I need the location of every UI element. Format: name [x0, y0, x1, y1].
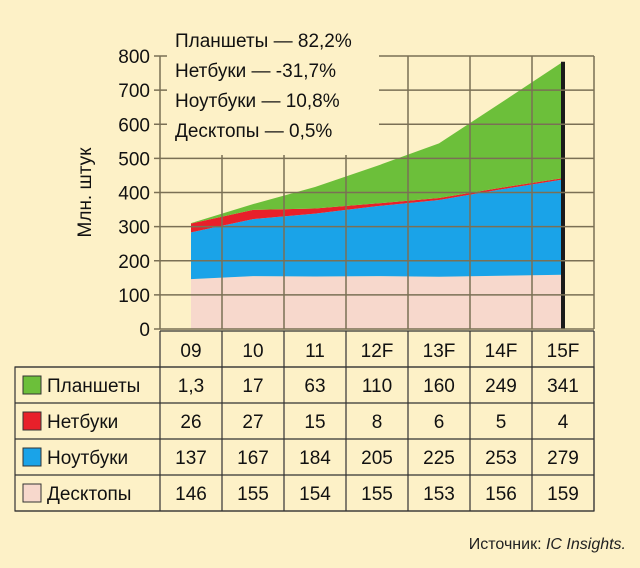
table-cell: 249: [485, 376, 517, 397]
area-3: [191, 178, 563, 233]
y-tick-label: 600: [118, 115, 150, 136]
source-prefix: Источник:: [468, 536, 546, 553]
x-category-label: 11: [305, 341, 325, 362]
table-cell: 26: [180, 412, 201, 433]
x-category-label: 12F: [361, 341, 394, 362]
table-row-label: Планшеты: [47, 376, 140, 397]
y-tick-label: 100: [118, 286, 150, 307]
table-row-label: Десктопы: [47, 484, 131, 505]
table-cell: 63: [304, 376, 325, 397]
table-cell: 1,3: [178, 376, 204, 397]
x-category-label: 09: [180, 341, 201, 362]
y-tick-label: 800: [118, 47, 150, 68]
table-cell: 156: [485, 484, 517, 505]
x-category-label: 13F: [423, 341, 456, 362]
table-cell: 137: [175, 448, 207, 469]
legend-swatch: [22, 411, 42, 431]
legend-box: [167, 21, 379, 155]
y-tick-label: 500: [118, 149, 150, 170]
growth-annotation: Ноутбуки — 10,8%: [175, 91, 340, 112]
area-1: [191, 274, 563, 329]
table-cell: 153: [423, 484, 455, 505]
table-cell: 6: [434, 412, 445, 433]
table-cell: 27: [242, 412, 263, 433]
growth-annotation: Планшеты — 82,2%: [175, 31, 352, 52]
table-cell: 5: [496, 412, 507, 433]
table-cell: 154: [299, 484, 331, 505]
legend-swatch: [22, 447, 42, 467]
y-tick-label: 300: [118, 218, 150, 239]
table-row-label: Ноутбуки: [47, 448, 128, 469]
legend-swatch: [22, 483, 42, 503]
table-cell: 279: [547, 448, 579, 469]
table-cell: 253: [485, 448, 517, 469]
x-category-label: 14F: [485, 341, 518, 362]
table-cell: 225: [423, 448, 455, 469]
table-cell: 8: [372, 412, 383, 433]
growth-annotation: Десктопы — 0,5%: [175, 121, 332, 142]
legend-swatch: [22, 375, 42, 395]
source-name: IC Insights.: [545, 536, 626, 553]
y-axis-label: Млн. штук: [75, 147, 96, 238]
source-note: Источник: IC Insights.: [469, 536, 626, 554]
x-category-label: 15F: [547, 341, 580, 362]
table-cell: 4: [558, 412, 569, 433]
table-cell: 167: [237, 448, 269, 469]
y-tick-label: 0: [139, 320, 150, 341]
table-cell: 205: [361, 448, 393, 469]
growth-annotation: Нетбуки — -31,7%: [175, 61, 336, 82]
table-cell: 155: [361, 484, 393, 505]
table-cell: 15: [304, 412, 325, 433]
table-cell: 110: [362, 376, 392, 397]
y-tick-label: 200: [118, 252, 150, 273]
table-cell: 160: [423, 376, 455, 397]
table-cell: 184: [299, 448, 331, 469]
y-tick-label: 700: [118, 81, 150, 102]
table-cell: 155: [237, 484, 269, 505]
table-cell: 146: [175, 484, 207, 505]
table-cell: 159: [547, 484, 579, 505]
y-tick-label: 400: [118, 184, 150, 205]
x-category-label: 10: [242, 341, 263, 362]
table-cell: 17: [242, 376, 263, 397]
table-cell: 341: [547, 376, 579, 397]
table-row-label: Нетбуки: [47, 412, 118, 433]
